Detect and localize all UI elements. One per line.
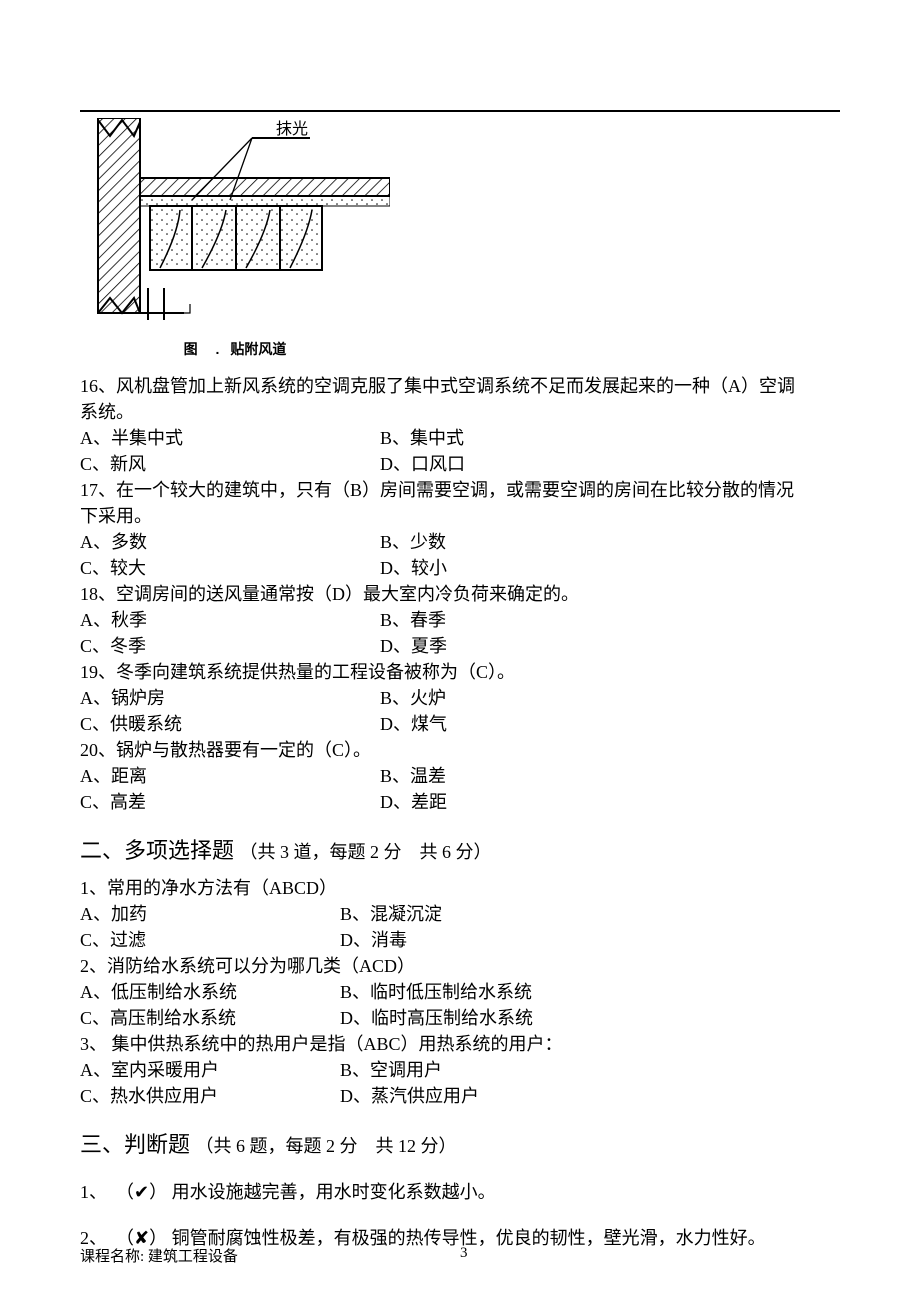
section-multi-title: 二、多项选择题 <box>80 838 234 863</box>
q19-stem: 19、冬季向建筑系统提供热量的工程设备被称为（C）。 <box>80 659 840 685</box>
tf1: 1、 （✔） 用水设施越完善，用水时变化系数越小。 <box>80 1179 840 1205</box>
q18-optD: D、夏季 <box>380 633 447 659</box>
q19-opts-row1: A、锅炉房 B、火炉 <box>80 685 840 711</box>
q17-opts-row2: C、较大 D、较小 <box>80 555 840 581</box>
q18-stem: 18、空调房间的送风量通常按（D）最大室内冷负荷来确定的。 <box>80 581 840 607</box>
q16-opts-row1: A、半集中式 B、集中式 <box>80 425 840 451</box>
m2-optA: A、低压制给水系统 <box>80 979 340 1005</box>
m1-opts-row1: A、加药 B、混凝沉淀 <box>80 901 840 927</box>
q20-optC: C、高差 <box>80 789 380 815</box>
m1-stem: 1、常用的净水方法有（ABCD） <box>80 875 840 901</box>
m1-optD: D、消毒 <box>340 927 407 953</box>
q20-stem: 20、锅炉与散热器要有一定的（C）。 <box>80 737 840 763</box>
q16-optB: B、集中式 <box>380 425 464 451</box>
diagram-callout-label: 抹光 <box>276 120 308 138</box>
section-tf-sub: （共 6 题，每题 2 分 共 12 分） <box>196 1136 457 1156</box>
page-footer: 课程名称: 建筑工程设备 3 <box>80 1245 840 1266</box>
m3-opts-row1: A、室内采暖用户 B、空调用户 <box>80 1057 840 1083</box>
q20-num: 20、 <box>80 740 116 760</box>
top-border-rule <box>80 110 840 112</box>
m2-optC: C、高压制给水系统 <box>80 1005 340 1031</box>
attached-duct-diagram: 抹光 图 . 贴附风道 <box>80 118 390 369</box>
tf1-mark: （✔） <box>116 1182 167 1202</box>
q17-optC: C、较大 <box>80 555 380 581</box>
q20-opts-row1: A、距离 B、温差 <box>80 763 840 789</box>
q20-optD: D、差距 <box>380 789 447 815</box>
m1-optB: B、混凝沉淀 <box>340 901 442 927</box>
q19-optA: A、锅炉房 <box>80 685 380 711</box>
q17-stem-line2: 下采用。 <box>80 503 840 529</box>
m1-optC: C、过滤 <box>80 927 340 953</box>
m3-optD: D、蒸汽供应用户 <box>340 1083 479 1109</box>
section-tf-title: 三、判断题 <box>80 1132 190 1157</box>
footer-course: 课程名称: 建筑工程设备 <box>80 1245 460 1266</box>
m3-stem: 3、 集中供热系统中的热用户是指（ABC）用热系统的用户： <box>80 1031 840 1057</box>
m3-optA: A、室内采暖用户 <box>80 1057 340 1083</box>
q17-optD: D、较小 <box>380 555 447 581</box>
q19-line1: 冬季向建筑系统提供热量的工程设备被称为（C）。 <box>116 662 515 682</box>
q19-num: 19、 <box>80 662 116 682</box>
q19-optC: C、供暖系统 <box>80 711 380 737</box>
tf1-num: 1、 <box>80 1182 107 1202</box>
q16-opts-row2: C、新风 D、口风口 <box>80 451 840 477</box>
q18-optC: C、冬季 <box>80 633 380 659</box>
q18-optB: B、春季 <box>380 607 446 633</box>
m3-optC: C、热水供应用户 <box>80 1083 340 1109</box>
q16-line1: 风机盘管加上新风系统的空调克服了集中式空调系统不足而发展起来的一种（A）空调 <box>116 376 795 396</box>
q16-stem-line2: 系统。 <box>80 399 840 425</box>
m2-optD: D、临时高压制给水系统 <box>340 1005 533 1031</box>
caption-gap: . <box>202 341 227 357</box>
m2-opts-row1: A、低压制给水系统 B、临时低压制给水系统 <box>80 979 840 1005</box>
q17-num: 17、 <box>80 480 116 500</box>
q16-stem: 16、风机盘管加上新风系统的空调克服了集中式空调系统不足而发展起来的一种（A）空… <box>80 373 840 399</box>
m1-opts-row2: C、过滤 D、消毒 <box>80 927 840 953</box>
q17-opts-row1: A、多数 B、少数 <box>80 529 840 555</box>
section-tf-heading: 三、判断题 （共 6 题，每题 2 分 共 12 分） <box>80 1127 840 1159</box>
diagram-caption: 图 . 贴附风道 <box>80 333 390 369</box>
m1-optA: A、加药 <box>80 901 340 927</box>
q18-num: 18、 <box>80 584 116 604</box>
q17-line1: 在一个较大的建筑中，只有（B）房间需要空调，或需要空调的房间在比较分散的情况 <box>116 480 794 500</box>
q18-line1: 空调房间的送风量通常按（D）最大室内冷负荷来确定的。 <box>116 584 579 604</box>
q17-stem: 17、在一个较大的建筑中，只有（B）房间需要空调，或需要空调的房间在比较分散的情… <box>80 477 840 503</box>
single-choice-block: 16、风机盘管加上新风系统的空调克服了集中式空调系统不足而发展起来的一种（A）空… <box>80 373 840 815</box>
m3-optB: B、空调用户 <box>340 1057 442 1083</box>
q16-num: 16、 <box>80 376 116 396</box>
page: 抹光 图 . 贴附风道 16、风机盘管加上新风系统的空调克服了集中式空调系统不足… <box>0 0 920 1291</box>
footer-page-num: 3 <box>460 1245 840 1266</box>
q17-optA: A、多数 <box>80 529 380 555</box>
section-multi-heading: 二、多项选择题 （共 3 道，每题 2 分 共 6 分） <box>80 833 840 865</box>
q20-line1: 锅炉与散热器要有一定的（C）。 <box>116 740 371 760</box>
q20-opts-row2: C、高差 D、差距 <box>80 789 840 815</box>
q17-optB: B、少数 <box>380 529 446 555</box>
q16-optA: A、半集中式 <box>80 425 380 451</box>
q20-optA: A、距离 <box>80 763 380 789</box>
caption-prefix: 图 <box>184 341 198 357</box>
q16-optC: C、新风 <box>80 451 380 477</box>
diagram-svg: 抹光 <box>80 118 390 328</box>
m2-opts-row2: C、高压制给水系统 D、临时高压制给水系统 <box>80 1005 840 1031</box>
q18-opts-row1: A、秋季 B、春季 <box>80 607 840 633</box>
q19-optD: D、煤气 <box>380 711 447 737</box>
m3-opts-row2: C、热水供应用户 D、蒸汽供应用户 <box>80 1083 840 1109</box>
q19-opts-row2: C、供暖系统 D、煤气 <box>80 711 840 737</box>
q18-optA: A、秋季 <box>80 607 380 633</box>
caption-suffix: 贴附风道 <box>230 341 286 357</box>
q19-optB: B、火炉 <box>380 685 446 711</box>
section-multi-sub: （共 3 道，每题 2 分 共 6 分） <box>240 842 492 862</box>
q16-optD: D、口风口 <box>380 451 465 477</box>
q20-optB: B、温差 <box>380 763 446 789</box>
m2-stem: 2、消防给水系统可以分为哪几类（ACD） <box>80 953 840 979</box>
tf1-text: 用水设施越完善，用水时变化系数越小。 <box>172 1182 496 1202</box>
q18-opts-row2: C、冬季 D、夏季 <box>80 633 840 659</box>
multi-choice-block: 1、常用的净水方法有（ABCD） A、加药 B、混凝沉淀 C、过滤 D、消毒 2… <box>80 875 840 1109</box>
m2-optB: B、临时低压制给水系统 <box>340 979 532 1005</box>
